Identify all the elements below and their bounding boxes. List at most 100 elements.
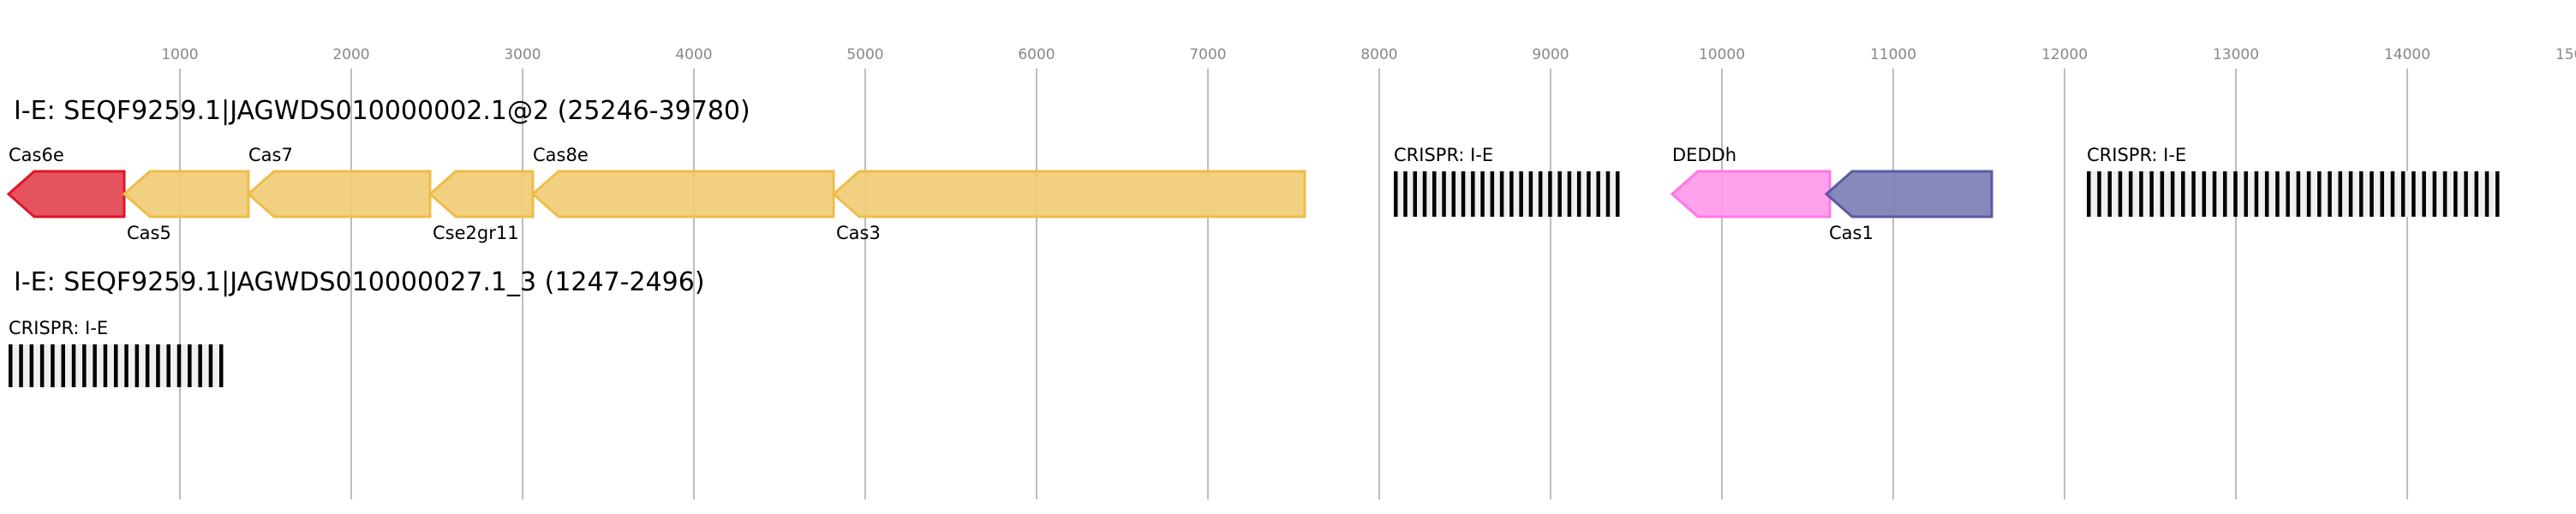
gene-cas8e: Cas8e	[530, 145, 835, 218]
crispr-repeat	[1557, 171, 1562, 217]
crispr-repeat	[2400, 171, 2406, 217]
crispr-repeat	[39, 344, 45, 387]
crispr-repeat	[2107, 171, 2112, 217]
crispr-repeat	[1596, 171, 1600, 217]
gene-arrow[interactable]	[427, 170, 535, 218]
crispr-repeat	[2202, 171, 2207, 217]
crispr-repeat	[2306, 171, 2311, 217]
axis-grid: 1000 2000 3000 4000 5000 6000 7000 8000 9000 1000…	[161, 46, 2576, 499]
tick-label: 2000	[332, 46, 369, 63]
crispr-repeat	[1413, 171, 1418, 217]
crispr-repeat	[2359, 171, 2364, 217]
crispr-repeat	[1490, 171, 1495, 217]
crispr-repeat	[1442, 171, 1446, 217]
crispr-repeat	[2097, 171, 2101, 217]
crispr-repeat	[2464, 171, 2468, 217]
crispr-background	[2087, 171, 2499, 217]
crispr-repeat	[2348, 171, 2353, 217]
tick-label: 14000	[2384, 46, 2430, 63]
crispr-repeat	[82, 344, 87, 387]
crispr-repeat	[2223, 171, 2227, 217]
crispr-repeat	[2453, 171, 2458, 217]
crispr-repeat	[114, 344, 118, 387]
features: Cas6e Cas5 Cas7 Cse2gr11 Cas8e Cas3 CRISPR: I-…	[6, 145, 2500, 387]
crispr-repeat	[1616, 171, 1620, 217]
crispr-repeat	[1528, 171, 1533, 217]
gene-cas5: Cas5	[122, 170, 250, 243]
crispr-repeat	[2390, 171, 2395, 217]
crispr-repeat	[176, 344, 182, 387]
crispr-repeat	[2474, 171, 2479, 217]
tick-label: 13000	[2213, 46, 2259, 63]
crispr-repeat	[1605, 171, 1611, 217]
crispr-repeat	[1451, 171, 1456, 217]
crispr-repeat	[2118, 171, 2123, 217]
crispr-repeat	[2149, 171, 2154, 217]
crispr-repeat	[29, 344, 34, 387]
tick-label: 10000	[1699, 46, 1745, 63]
feature-label: Cas7	[248, 145, 293, 165]
crispr-repeat	[103, 344, 108, 387]
crispr-repeat	[1548, 171, 1552, 217]
crispr-repeat	[2495, 171, 2500, 217]
tick-label: 6000	[1018, 46, 1055, 63]
crispr-repeat	[2412, 171, 2416, 217]
crispr-repeat	[156, 344, 160, 387]
crispr-repeat	[2254, 171, 2259, 217]
crispr-background	[1394, 171, 1619, 217]
gene-arrow[interactable]	[122, 170, 250, 218]
gene-arrow[interactable]	[1824, 170, 1993, 218]
crispr-repeat	[2191, 171, 2196, 217]
tick-label: 8000	[1360, 46, 1397, 63]
gene-arrow[interactable]	[1670, 170, 1832, 218]
feature-label: Cas1	[1829, 223, 1874, 243]
crispr-repeat	[1394, 171, 1398, 217]
crispr-repeat	[1432, 171, 1437, 217]
crispr-repeat	[93, 344, 97, 387]
crispr-repeat	[1471, 171, 1475, 217]
crispr-repeat	[2264, 171, 2269, 217]
crispr-repeat	[2170, 171, 2175, 217]
crispr-repeat	[198, 344, 202, 387]
crispr-repeat	[2338, 171, 2343, 217]
tick-label: 15000	[2555, 46, 2576, 63]
gene-cas3: Cas3	[831, 170, 1306, 243]
crispr-repeat	[1509, 171, 1514, 217]
tick-label: 7000	[1189, 46, 1226, 63]
tick-label: 4000	[675, 46, 712, 63]
gene-cas1: Cas1	[1824, 170, 1993, 243]
crispr-repeat	[71, 344, 76, 387]
crispr-repeat	[2484, 171, 2489, 217]
feature-label: CRISPR: I-E	[9, 318, 108, 338]
crispr-repeat	[2087, 171, 2091, 217]
crispr-array: CRISPR: I-E	[2087, 145, 2500, 217]
tick-label: 9000	[1532, 46, 1569, 63]
crispr-repeat	[188, 344, 192, 387]
gene-arrow[interactable]	[246, 170, 432, 218]
feature-label: CRISPR: I-E	[2087, 145, 2186, 165]
crispr-repeat	[2442, 171, 2447, 217]
crispr-repeat	[2317, 171, 2322, 217]
crispr-repeat	[2432, 171, 2437, 217]
feature-label: CRISPR: I-E	[1394, 145, 1493, 165]
crispr-repeat	[2275, 171, 2280, 217]
crispr-repeat	[1538, 171, 1543, 217]
gene-arrow[interactable]	[6, 170, 126, 218]
crispr-repeat	[9, 344, 13, 387]
crispr-repeat	[208, 344, 213, 387]
feature-label: Cse2gr11	[433, 223, 519, 243]
tick-label: 11000	[1870, 46, 1916, 63]
gene-arrow[interactable]	[831, 170, 1306, 218]
gene-deddh: DEDDh	[1670, 145, 1832, 218]
crispr-repeat	[1461, 171, 1466, 217]
crispr-repeat	[2370, 171, 2374, 217]
crispr-repeat	[2233, 171, 2238, 217]
crispr-repeat	[1403, 171, 1408, 217]
feature-label: Cas8e	[533, 145, 589, 165]
gene-arrow[interactable]	[530, 170, 835, 218]
crispr-repeat	[2181, 171, 2185, 217]
crispr-repeat	[2160, 171, 2165, 217]
feature-label: Cas6e	[9, 145, 64, 165]
crispr-repeat	[2212, 171, 2217, 217]
